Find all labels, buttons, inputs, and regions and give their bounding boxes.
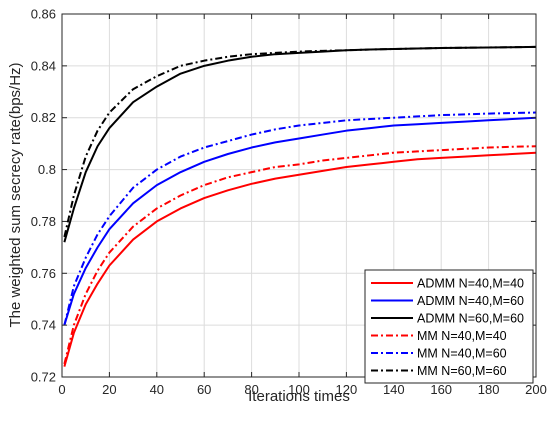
y-axis-label: The weighted sum secrecy rate(bps/Hz) xyxy=(7,62,24,327)
legend-label: ADMM N=60,M=60 xyxy=(417,312,524,326)
legend-label: MM N=60,M=60 xyxy=(417,364,507,378)
y-tick-label: 0.82 xyxy=(31,110,56,125)
y-tick-label: 0.76 xyxy=(31,266,56,281)
y-tick-label: 0.74 xyxy=(31,318,56,333)
series-line-3 xyxy=(63,45,537,243)
series-lines xyxy=(63,45,537,367)
legend-box xyxy=(364,269,534,384)
x-tick-label: 160 xyxy=(430,382,452,397)
legend-label: ADMM N=40,M=60 xyxy=(417,294,524,308)
y-tick-label: 0.86 xyxy=(31,7,56,22)
x-tick-label: 0 xyxy=(58,382,65,397)
legend-label: MM N=40,M=60 xyxy=(417,347,507,361)
y-tick-label: 0.78 xyxy=(31,214,56,229)
x-tick-label: 100 xyxy=(288,382,310,397)
series-line-2 xyxy=(63,116,537,326)
x-tick-label: 200 xyxy=(525,382,547,397)
legend: ADMM N=40,M=40 ADMM N=40,M=60 ADMM N=60,M=… xyxy=(364,269,534,384)
series-line-6 xyxy=(63,45,537,238)
y-tick-label: 0.8 xyxy=(38,162,56,177)
x-tick-label: 60 xyxy=(197,382,211,397)
x-tick-label: 20 xyxy=(102,382,116,397)
legend-label: ADMM N=40,M=40 xyxy=(417,277,524,291)
x-axis-label: Iterations times xyxy=(248,388,350,405)
axis-ticks: 0 20 40 60 80 100 120 140 160 180 200 0.72 0.74 0.76 0… xyxy=(31,7,547,398)
x-tick-label: 40 xyxy=(150,382,164,397)
y-tick-label: 0.72 xyxy=(31,370,56,385)
x-tick-label: 140 xyxy=(383,382,405,397)
x-tick-label: 180 xyxy=(478,382,500,397)
series-line-1 xyxy=(63,151,537,367)
y-tick-label: 0.84 xyxy=(31,58,56,73)
series-line-5 xyxy=(63,111,537,326)
x-tick-label: 80 xyxy=(244,382,258,397)
x-tick-label: 120 xyxy=(336,382,358,397)
legend-label: MM N=40,M=40 xyxy=(417,329,507,343)
